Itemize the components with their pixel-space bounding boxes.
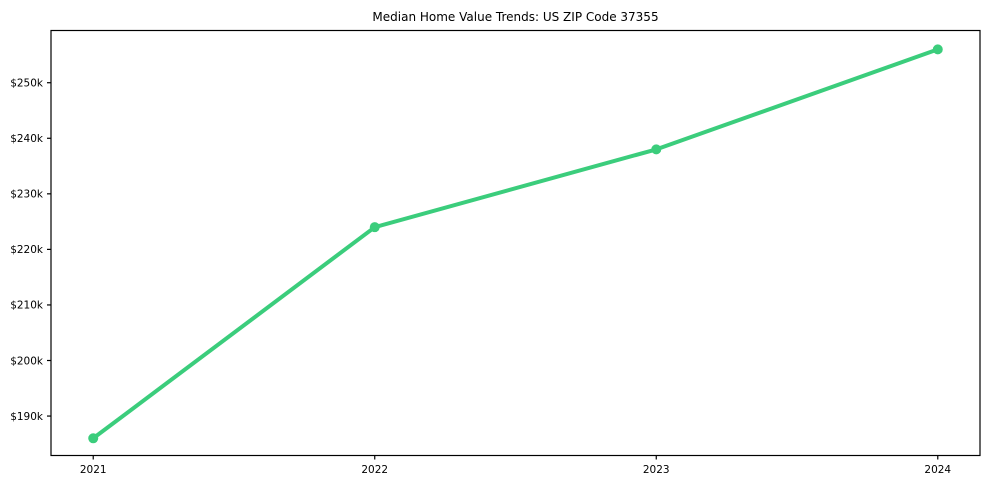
plot-border <box>50 29 981 457</box>
data-point-marker <box>369 222 380 233</box>
y-axis-tick-label: $210k <box>10 300 44 312</box>
y-axis-tick-label: $190k <box>10 411 44 423</box>
data-point-marker <box>651 144 662 155</box>
y-axis-tick-label: $200k <box>10 355 44 367</box>
data-point-marker <box>88 433 99 444</box>
chart-title: Median Home Value Trends: US ZIP Code 37… <box>372 10 658 24</box>
y-axis-tick-label: $250k <box>10 78 44 90</box>
y-axis-tick-label: $220k <box>10 244 44 256</box>
y-axis-tick-label: $240k <box>10 133 44 145</box>
series-line <box>91 47 940 441</box>
x-axis-tick-label: 2021 <box>80 464 107 476</box>
x-axis-tick-label: 2024 <box>924 464 951 476</box>
data-point-marker <box>932 44 943 55</box>
plot-area: $190k $200k $210k $220k $230k $240k $250k 2021 2… <box>10 29 981 476</box>
y-axis-tick-label: $230k <box>10 189 44 201</box>
x-axis-tick-label: 2022 <box>361 464 388 476</box>
x-axis-tick-label: 2023 <box>643 464 670 476</box>
